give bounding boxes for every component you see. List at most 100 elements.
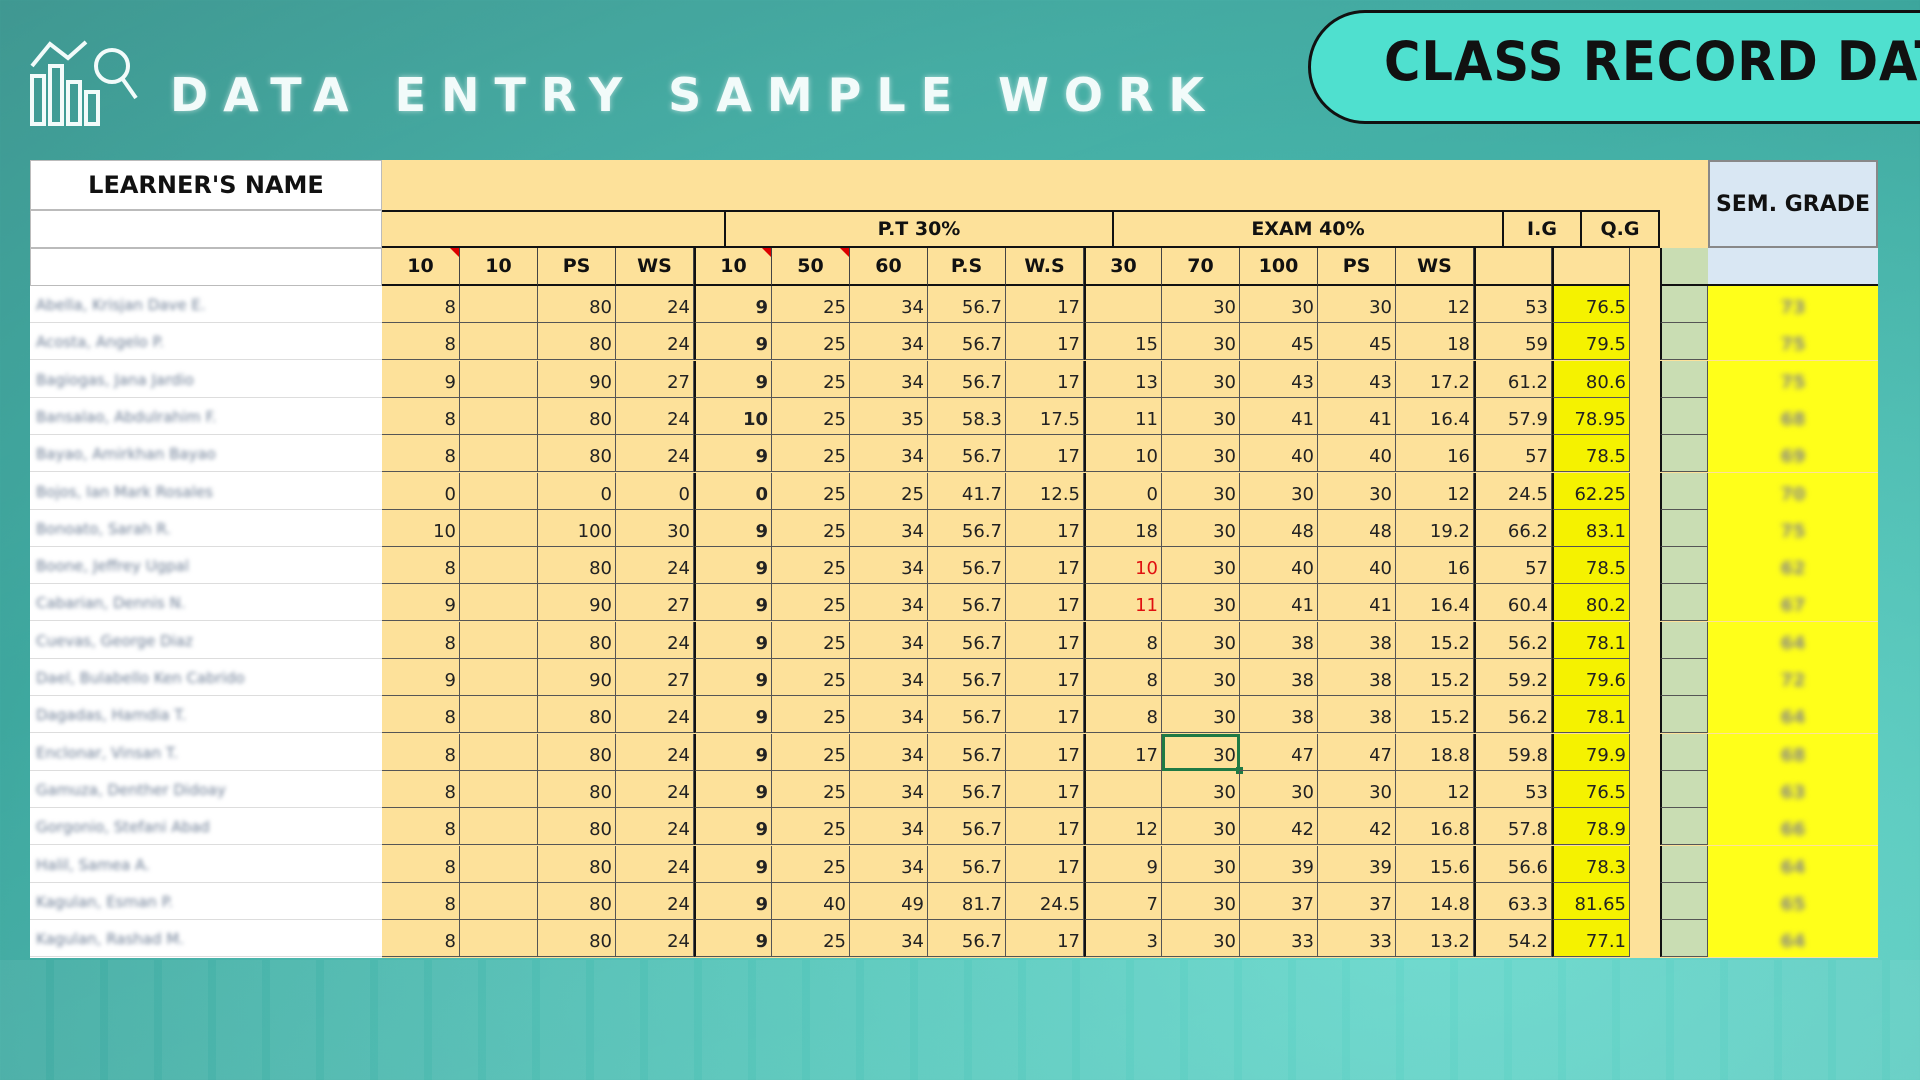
grade-cell[interactable]: 30 — [1240, 286, 1318, 323]
grade-cell[interactable]: 57.9 — [1474, 397, 1552, 435]
grade-cell[interactable]: 12 — [1396, 472, 1474, 510]
sem-grade-cell[interactable]: 68 — [1708, 397, 1878, 435]
column-header-10[interactable]: 70 — [1162, 248, 1240, 286]
grade-cell[interactable]: 15.2 — [1396, 621, 1474, 659]
green-cell[interactable] — [1660, 696, 1708, 734]
green-cell[interactable] — [1660, 659, 1708, 696]
grade-cell[interactable]: 0 — [694, 472, 772, 510]
grade-cell[interactable]: 24 — [616, 882, 694, 920]
grade-cell[interactable]: 17 — [1006, 920, 1084, 958]
grade-cell[interactable]: 25 — [772, 472, 850, 510]
grade-cell[interactable]: 8 — [382, 621, 460, 659]
grade-cell[interactable]: 34 — [850, 435, 928, 473]
column-header-11[interactable]: 100 — [1240, 248, 1318, 286]
grade-cell[interactable]: 24 — [616, 621, 694, 659]
grade-cell[interactable]: 42 — [1318, 808, 1396, 846]
grade-cell[interactable]: 24.5 — [1474, 472, 1552, 510]
green-cell[interactable] — [1660, 286, 1708, 323]
grade-cell[interactable]: 80 — [538, 435, 616, 473]
green-cell[interactable] — [1660, 808, 1708, 846]
sem-grade-cell[interactable]: 75 — [1708, 323, 1878, 361]
grade-cell[interactable]: 16.8 — [1396, 808, 1474, 846]
grade-cell[interactable]: 7 — [1084, 882, 1162, 920]
grade-cell[interactable]: 59 — [1474, 323, 1552, 361]
grade-cell[interactable]: 78.5 — [1552, 547, 1630, 585]
grade-cell[interactable]: 78.5 — [1552, 435, 1630, 473]
grade-cell[interactable]: 56.7 — [928, 733, 1006, 771]
grade-cell[interactable]: 58.3 — [928, 397, 1006, 435]
grade-cell[interactable]: 24 — [616, 770, 694, 808]
grade-cell[interactable]: 9 — [694, 286, 772, 323]
grade-cell[interactable]: 24 — [616, 323, 694, 361]
grade-cell[interactable]: 30 — [1240, 770, 1318, 808]
grade-cell[interactable]: 8 — [1084, 659, 1162, 696]
grade-cell[interactable]: 17 — [1006, 323, 1084, 361]
grade-cell[interactable]: 24 — [616, 733, 694, 771]
grade-cell[interactable]: 43 — [1240, 360, 1318, 398]
grade-cell[interactable]: 15.2 — [1396, 659, 1474, 696]
grade-cell[interactable]: 30 — [1162, 323, 1240, 361]
grade-cell[interactable]: 30 — [1162, 920, 1240, 958]
grade-cell[interactable]: 9 — [694, 733, 772, 771]
green-cell[interactable] — [1660, 547, 1708, 585]
grade-cell[interactable]: 17.2 — [1396, 360, 1474, 398]
grade-cell[interactable]: 80 — [538, 696, 616, 734]
grade-cell[interactable]: 17 — [1006, 435, 1084, 473]
grade-cell[interactable]: 56.7 — [928, 360, 1006, 398]
grade-cell[interactable]: 57 — [1474, 547, 1552, 585]
grade-cell[interactable] — [460, 472, 538, 510]
grade-cell[interactable]: 62.25 — [1552, 472, 1630, 510]
grade-cell[interactable]: 33 — [1318, 920, 1396, 958]
grade-cell[interactable]: 25 — [772, 323, 850, 361]
sem-grade-cell[interactable]: 64 — [1708, 920, 1878, 958]
grade-cell[interactable]: 25 — [772, 659, 850, 696]
grade-cell[interactable]: 17 — [1006, 733, 1084, 771]
grade-cell[interactable]: 25 — [772, 621, 850, 659]
grade-cell[interactable] — [460, 659, 538, 696]
grade-cell[interactable]: 80.2 — [1552, 584, 1630, 622]
grade-cell[interactable]: 25 — [772, 547, 850, 585]
grade-cell[interactable]: 78.95 — [1552, 397, 1630, 435]
column-header-3[interactable]: WS — [616, 248, 694, 286]
grade-cell[interactable]: 24 — [616, 920, 694, 958]
grade-cell[interactable]: 16 — [1396, 435, 1474, 473]
sem-grade-cell[interactable]: 75 — [1708, 360, 1878, 398]
grade-cell[interactable]: 17 — [1006, 286, 1084, 323]
grade-cell[interactable]: 56.7 — [928, 770, 1006, 808]
grade-cell[interactable]: 78.1 — [1552, 621, 1630, 659]
grade-cell[interactable]: 10 — [1084, 435, 1162, 473]
grade-cell[interactable]: 56.7 — [928, 584, 1006, 622]
column-header-4[interactable]: 10 — [694, 248, 772, 286]
grade-cell[interactable]: 19.2 — [1396, 509, 1474, 547]
grade-cell[interactable]: 56.7 — [928, 808, 1006, 846]
grade-cell[interactable]: 83.1 — [1552, 509, 1630, 547]
learner-name-cell[interactable]: Boone, Jeffrey Ugpal — [30, 547, 382, 585]
grade-cell[interactable]: 39 — [1240, 845, 1318, 883]
grade-cell[interactable]: 33 — [1240, 920, 1318, 958]
grade-cell[interactable]: 57 — [1474, 435, 1552, 473]
grade-cell[interactable]: 3 — [1084, 920, 1162, 958]
grade-cell[interactable]: 37 — [1240, 882, 1318, 920]
grade-cell[interactable] — [460, 770, 538, 808]
grade-cell[interactable]: 34 — [850, 323, 928, 361]
grade-cell[interactable]: 56.7 — [928, 547, 1006, 585]
grade-cell[interactable]: 25 — [772, 286, 850, 323]
ig-subheader-cell[interactable] — [1474, 248, 1552, 286]
grade-cell[interactable]: 30 — [1162, 584, 1240, 622]
grade-cell[interactable]: 41 — [1318, 397, 1396, 435]
learner-name-cell[interactable]: Bansalao, Abdulrahim F. — [30, 398, 382, 435]
grade-cell[interactable]: 34 — [850, 360, 928, 398]
grade-cell[interactable]: 25 — [772, 733, 850, 771]
grade-cell[interactable]: 25 — [772, 845, 850, 883]
grade-cell[interactable]: 79.9 — [1552, 733, 1630, 771]
grade-cell[interactable]: 30 — [1162, 435, 1240, 473]
grade-cell[interactable]: 56.7 — [928, 286, 1006, 323]
learner-name-cell[interactable]: Cuevas, George Diaz — [30, 622, 382, 659]
grade-cell[interactable]: 17 — [1006, 547, 1084, 585]
grade-cell[interactable]: 16.4 — [1396, 584, 1474, 622]
green-cell[interactable] — [1660, 397, 1708, 435]
grade-cell[interactable]: 38 — [1318, 696, 1396, 734]
grade-cell[interactable]: 17 — [1006, 621, 1084, 659]
sem-grade-cell[interactable]: 64 — [1708, 845, 1878, 883]
learner-name-cell[interactable]: Gorgonio, Stefani Abad — [30, 808, 382, 846]
